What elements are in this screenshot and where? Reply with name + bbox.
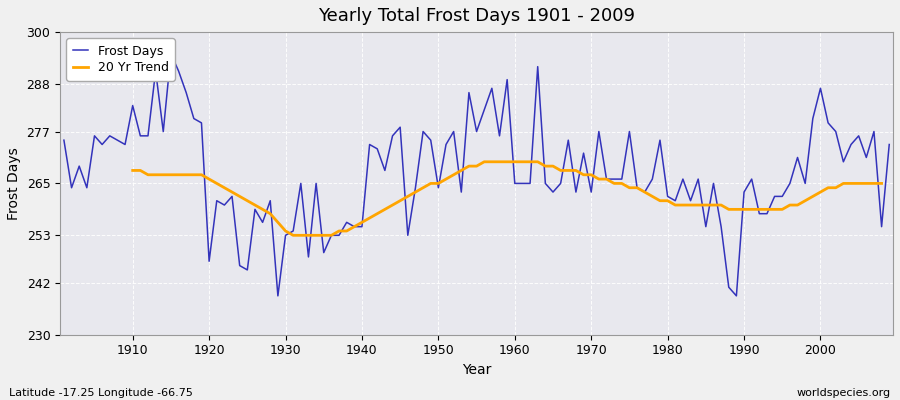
- Text: Latitude -17.25 Longitude -66.75: Latitude -17.25 Longitude -66.75: [9, 388, 193, 398]
- 20 Yr Trend: [731, 207, 742, 212]
- Frost Days: [884, 142, 895, 147]
- Frost Days: [273, 294, 284, 298]
- Frost Days: [166, 51, 176, 56]
- Frost Days: [303, 254, 314, 259]
- 20 Yr Trend: [334, 228, 345, 233]
- 20 Yr Trend: [364, 216, 375, 220]
- 20 Yr Trend: [877, 181, 887, 186]
- Text: worldspecies.org: worldspecies.org: [796, 388, 891, 398]
- Frost Days: [525, 181, 535, 186]
- Frost Days: [616, 177, 627, 182]
- 20 Yr Trend: [310, 233, 321, 238]
- Title: Yearly Total Frost Days 1901 - 2009: Yearly Total Frost Days 1901 - 2009: [318, 7, 635, 25]
- 20 Yr Trend: [288, 233, 299, 238]
- Frost Days: [120, 142, 130, 147]
- Frost Days: [349, 224, 360, 229]
- Frost Days: [58, 138, 69, 142]
- 20 Yr Trend: [479, 159, 490, 164]
- X-axis label: Year: Year: [462, 363, 491, 377]
- 20 Yr Trend: [127, 168, 138, 173]
- Y-axis label: Frost Days: Frost Days: [7, 147, 21, 220]
- Frost Days: [517, 181, 527, 186]
- Line: Frost Days: Frost Days: [64, 54, 889, 296]
- 20 Yr Trend: [540, 164, 551, 168]
- Legend: Frost Days, 20 Yr Trend: Frost Days, 20 Yr Trend: [67, 38, 175, 80]
- Line: 20 Yr Trend: 20 Yr Trend: [132, 162, 882, 235]
- 20 Yr Trend: [517, 159, 527, 164]
